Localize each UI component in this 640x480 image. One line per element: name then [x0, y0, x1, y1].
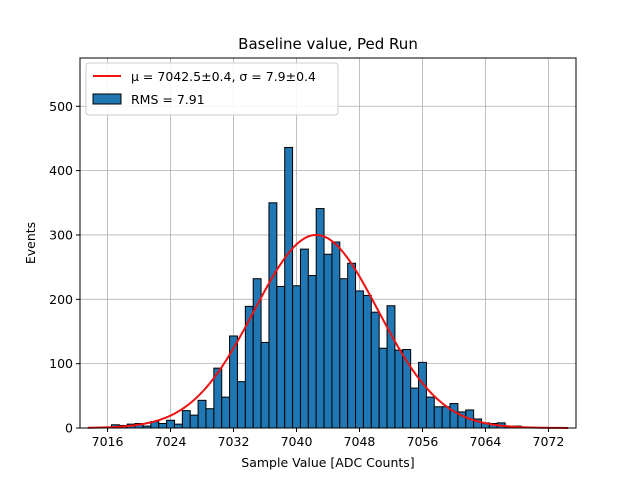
legend-hist-swatch [92, 93, 122, 105]
plot-frame [79, 57, 577, 429]
y-axis-title: Events [23, 222, 38, 264]
histogram-bar [339, 278, 349, 429]
histogram-bar [292, 285, 301, 429]
x-tick-label: 7064 [470, 434, 502, 449]
legend-box [85, 62, 339, 116]
x-tick-label: 7048 [344, 434, 376, 449]
histogram-bar [173, 423, 183, 429]
histogram-bar [347, 262, 357, 429]
x-tick-label: 7040 [281, 434, 313, 449]
x-tick-label: 7024 [155, 434, 187, 449]
histogram-bar [425, 396, 435, 429]
histogram-bar [323, 253, 333, 429]
histogram-bar [378, 347, 388, 429]
legend: μ = 7042.5±0.4, σ = 7.9±0.4 RMS = 7.91 [85, 62, 339, 116]
histogram-bar [386, 305, 396, 429]
histogram-bar [433, 406, 443, 429]
histogram-bar [189, 414, 199, 429]
y-tick-label: 200 [49, 292, 73, 307]
histogram-bars [110, 146, 530, 429]
histogram-bar [276, 285, 286, 429]
histogram-bar [158, 422, 168, 429]
x-tick-label: 7016 [92, 434, 124, 449]
x-axis-title: Sample Value [ADC Counts] [241, 455, 414, 470]
histogram-bar [284, 146, 294, 429]
axis-ticks: 7016 7024 7032 7040 7048 7056 7064 7072 0 100 200 3… [49, 99, 564, 449]
gaussian-fit-curve [87, 233, 569, 429]
x-tick-label: 7072 [533, 434, 565, 449]
histogram-bar [299, 248, 309, 429]
histogram-bar [197, 399, 207, 429]
histogram-bar [410, 387, 420, 429]
histogram-bar [268, 202, 278, 429]
x-tick-label: 7056 [407, 434, 439, 449]
histogram-bar [418, 361, 427, 429]
histogram-bar [166, 419, 175, 429]
histogram-bar [181, 410, 191, 429]
histogram-bar [260, 341, 270, 429]
y-tick-label: 100 [49, 356, 73, 371]
legend-fit-label: μ = 7042.5±0.4, σ = 7.9±0.4 [131, 69, 316, 84]
histogram-bar [236, 381, 246, 429]
histogram-bar [362, 294, 372, 429]
y-tick-label: 0 [65, 421, 73, 436]
histogram-bar [370, 311, 380, 429]
histogram-bar [307, 274, 317, 429]
histogram-bar [355, 290, 364, 429]
legend-hist-label: RMS = 7.91 [131, 92, 205, 107]
y-tick-label: 400 [49, 163, 73, 178]
histogram-bar [315, 208, 325, 429]
histogram-bar [449, 403, 459, 429]
y-tick-label: 500 [49, 99, 73, 114]
histogram-bar [394, 349, 404, 429]
histogram-bar [205, 408, 215, 429]
histogram-bar [221, 396, 231, 429]
y-tick-label: 300 [49, 227, 73, 242]
chart-title: Baseline value, Ped Run [238, 35, 418, 53]
histogram-bar [441, 406, 451, 429]
x-tick-label: 7032 [218, 434, 250, 449]
histogram-bar [331, 241, 341, 429]
